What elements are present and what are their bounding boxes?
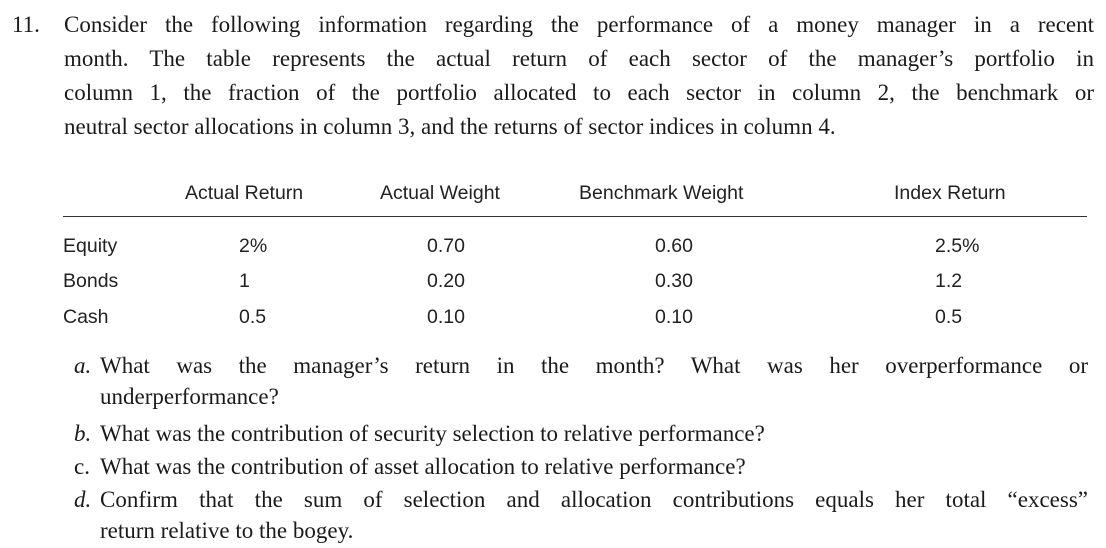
part-a-text-line-1: What was the manager’s return in the mon…	[100, 353, 1088, 378]
part-c-text: What was the contribution of asset alloc…	[100, 454, 746, 479]
cell-index-return: 0.5	[935, 306, 963, 328]
header-actual-weight: Actual Weight	[380, 182, 500, 204]
header-actual-return: Actual Return	[185, 182, 304, 204]
cell-benchmark-weight: 0.10	[655, 306, 693, 328]
row-label: Equity	[63, 235, 118, 257]
cell-actual-return: 2%	[239, 235, 268, 257]
question-text-line-1: Consider the following information regar…	[64, 12, 1094, 37]
question-number: 11.	[12, 12, 40, 37]
cell-index-return: 1.2	[935, 270, 963, 292]
cell-actual-weight: 0.10	[427, 306, 465, 328]
part-d-letter: d.	[74, 487, 92, 512]
part-d-text-line-2: return relative to the bogey.	[100, 518, 354, 543]
part-d-text-line-1: Confirm that the sum of selection and al…	[100, 487, 1088, 512]
cell-index-return: 2.5%	[935, 235, 980, 257]
row-label: Cash	[63, 306, 109, 328]
part-a-text-line-2: underperformance?	[100, 384, 279, 409]
question-text-line-2: month. The table represents the actual r…	[64, 46, 1094, 71]
cell-benchmark-weight: 0.60	[655, 235, 693, 257]
header-rule	[63, 216, 1087, 217]
cell-actual-return: 1	[239, 270, 250, 292]
part-a-letter: a.	[74, 353, 92, 378]
row-label: Bonds	[63, 270, 119, 292]
cell-actual-weight: 0.70	[427, 235, 465, 257]
question-text-line-4: neutral sector allocations in column 3, …	[64, 114, 836, 139]
part-b-text: What was the contribution of security se…	[100, 421, 765, 446]
cell-actual-weight: 0.20	[427, 270, 465, 292]
cell-benchmark-weight: 0.30	[655, 270, 693, 292]
header-index-return: Index Return	[894, 182, 1006, 204]
question-text-line-3: column 1, the fraction of the portfolio …	[64, 80, 1094, 105]
header-benchmark-weight: Benchmark Weight	[579, 182, 744, 204]
part-c-letter: c.	[74, 454, 90, 479]
part-b-letter: b.	[74, 421, 92, 446]
cell-actual-return: 0.5	[239, 306, 267, 328]
